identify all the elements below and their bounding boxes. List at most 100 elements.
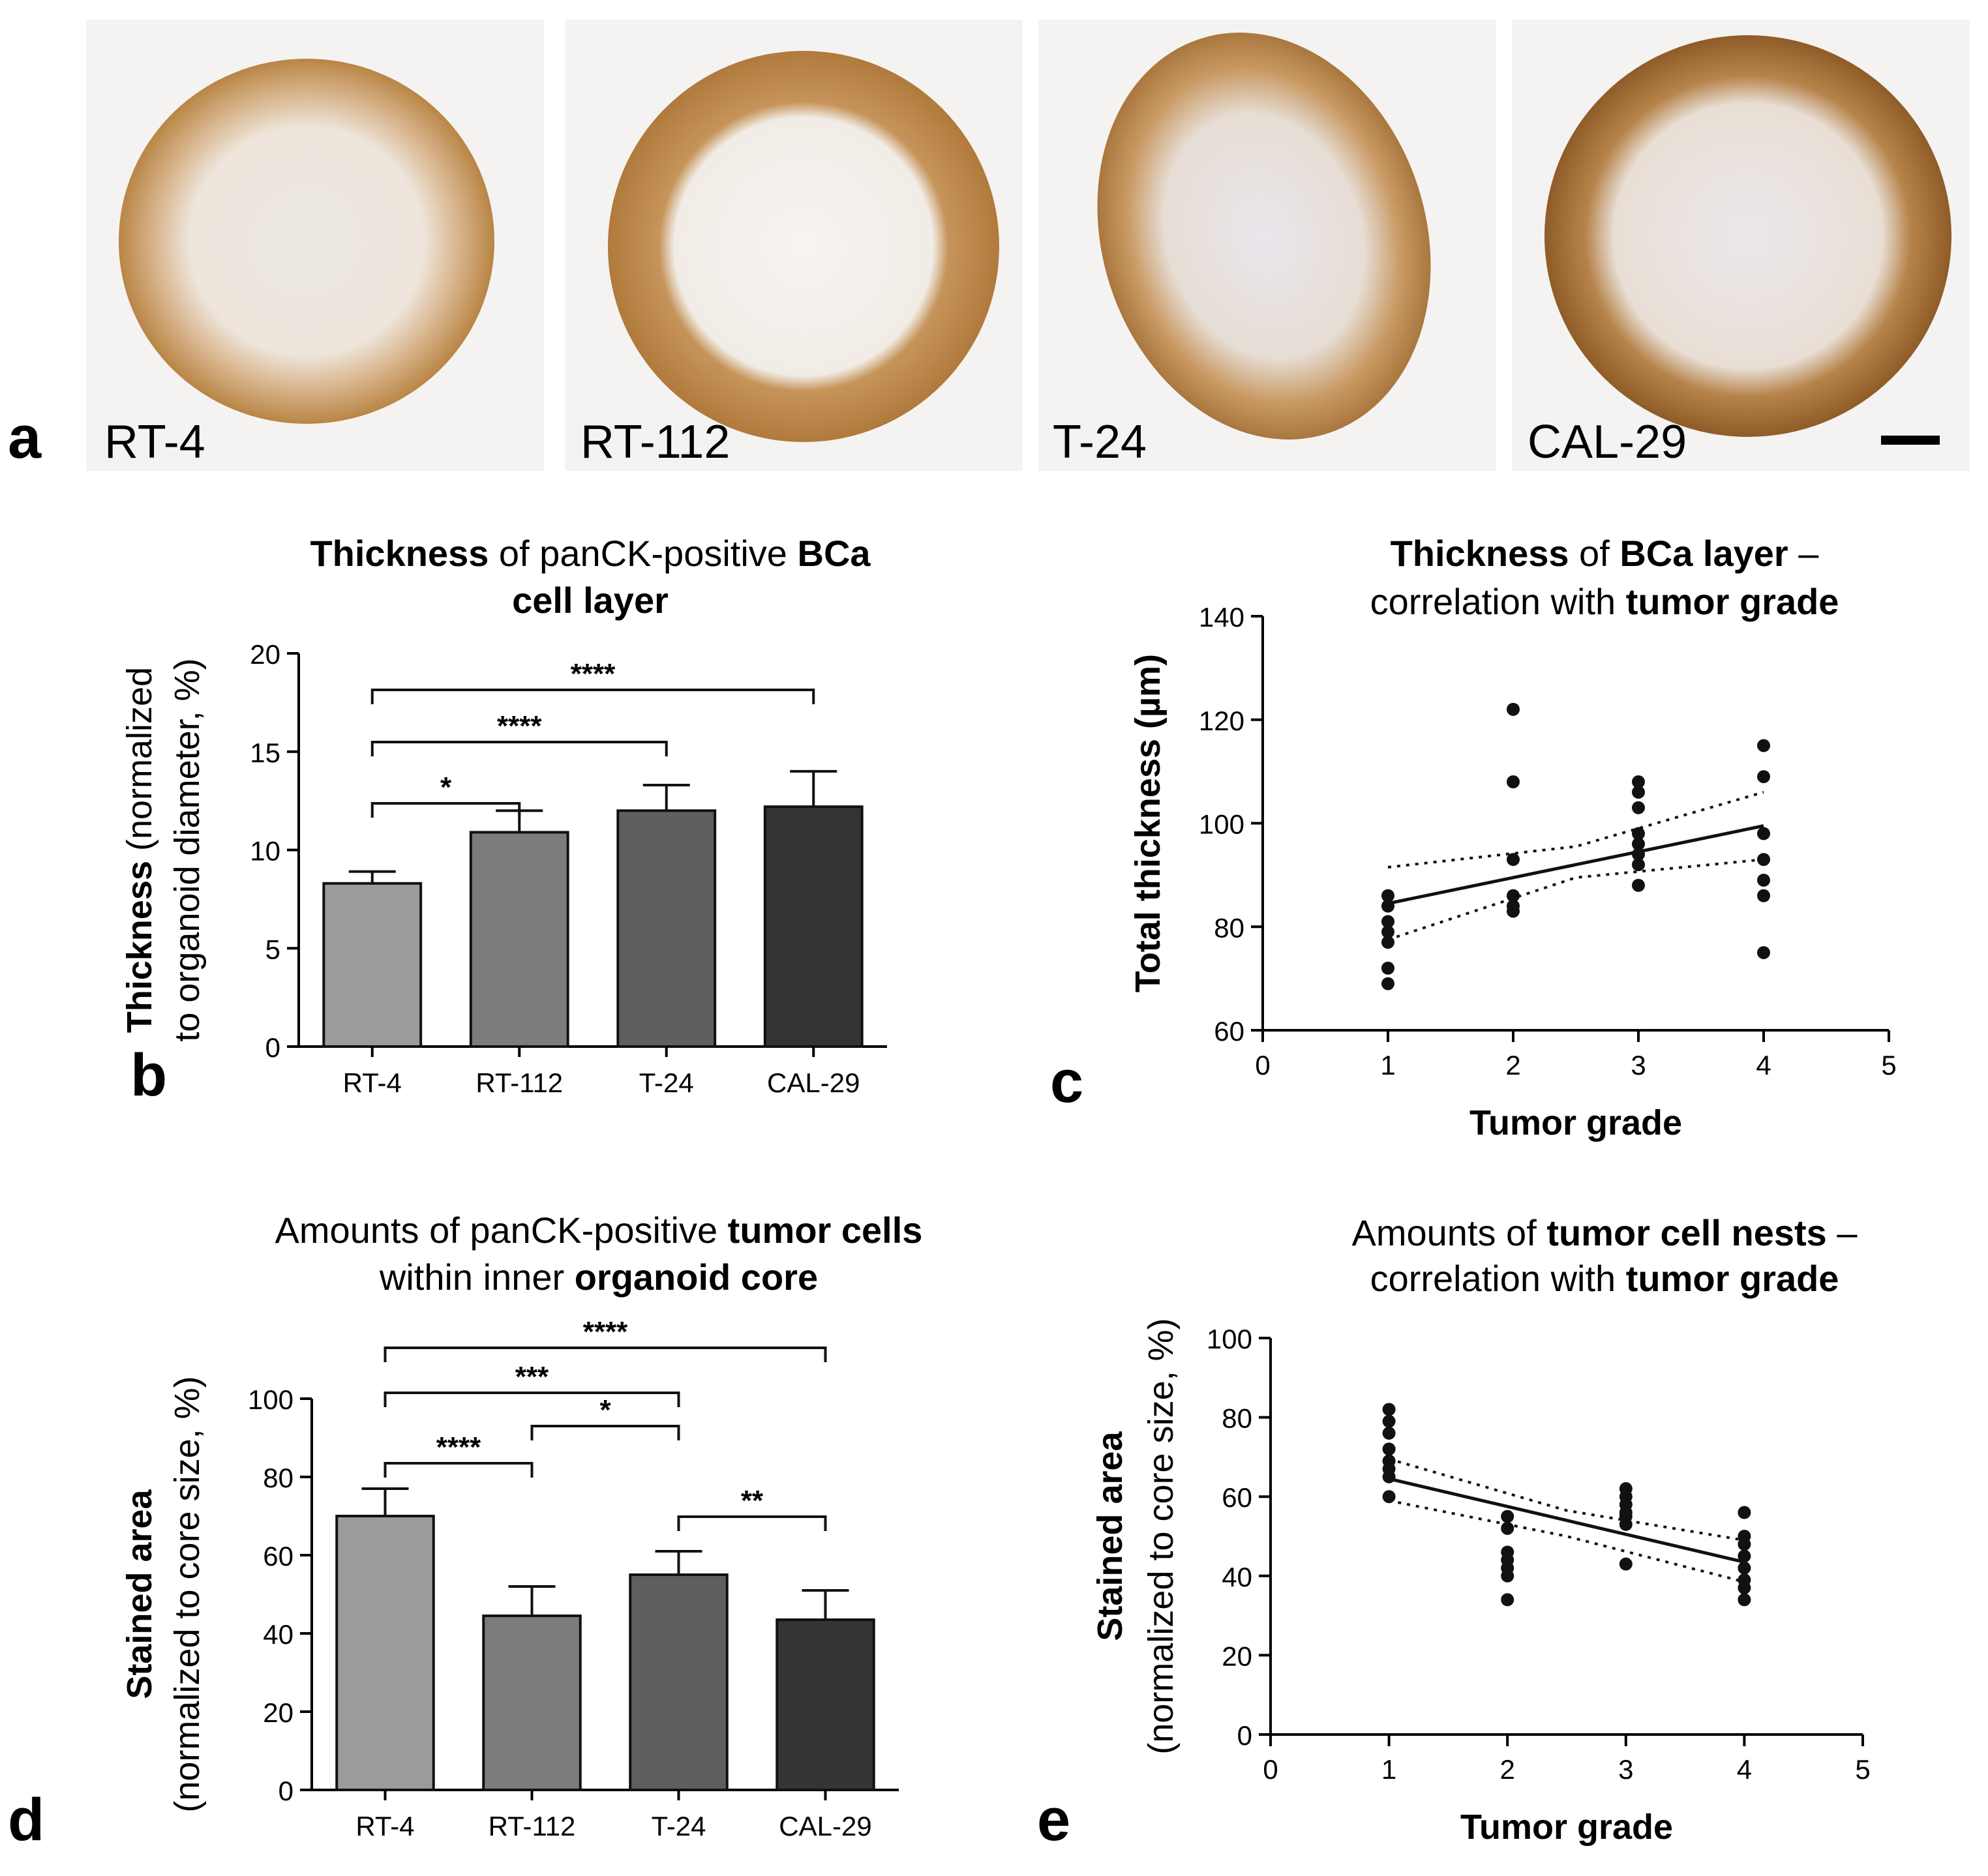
significance-bracket — [530, 1425, 680, 1440]
data-point — [1381, 925, 1394, 939]
data-point — [1738, 1561, 1751, 1575]
y-tick-label: 40 — [1222, 1562, 1252, 1592]
y-axis-label: Thickness (normalized — [120, 667, 159, 1033]
panel-label-a: a — [8, 404, 42, 471]
significance-bracket — [677, 1515, 827, 1531]
y-axis-label: Stained area — [1091, 1431, 1130, 1641]
data-point — [1757, 770, 1770, 784]
significance-label: **** — [583, 1316, 628, 1348]
bar — [469, 831, 569, 1048]
data-point — [1738, 1593, 1751, 1607]
y-tick-label: 10 — [250, 836, 280, 867]
y-tick-label: 20 — [250, 639, 280, 670]
bar — [629, 1573, 729, 1791]
data-point — [1381, 936, 1394, 949]
micrograph-rt112: RT-112 — [565, 20, 1023, 471]
regression-line — [1387, 824, 1764, 905]
data-point — [1757, 873, 1770, 887]
x-tick-label: RT-4 — [355, 1811, 414, 1841]
y-tick-label: 100 — [1207, 1324, 1252, 1354]
chart-b: b Thickness of panCK-positive BCa cell la… — [120, 533, 887, 1109]
y-tick-label: 80 — [263, 1463, 294, 1493]
data-point — [1382, 1442, 1396, 1456]
micrograph-t24: T-24 — [1038, 20, 1496, 471]
data-point — [1738, 1506, 1751, 1519]
significance-label: * — [599, 1394, 611, 1426]
significance-bracket — [384, 1392, 680, 1407]
data-point — [1382, 1490, 1396, 1504]
y-tick-label: 15 — [250, 737, 280, 768]
y-tick-label: 0 — [265, 1032, 280, 1063]
bar — [776, 1618, 875, 1791]
data-point — [1632, 801, 1645, 814]
data-point — [1507, 775, 1520, 788]
data-point — [1757, 945, 1770, 959]
bar — [322, 882, 423, 1048]
data-point — [1757, 827, 1770, 841]
data-point — [1507, 889, 1520, 902]
x-tick-label: 0 — [1263, 1754, 1278, 1785]
data-point — [1738, 1581, 1751, 1595]
x-tick-label: CAL-29 — [779, 1811, 871, 1841]
organoid-picture — [1544, 35, 1951, 437]
chart-title: Thickness of BCa layer – — [1391, 533, 1820, 574]
data-point — [1382, 1470, 1396, 1483]
y-tick-label: 40 — [263, 1619, 294, 1650]
data-point — [1382, 1414, 1396, 1428]
confidence-band-upper — [1389, 1457, 1745, 1542]
data-point — [1507, 853, 1520, 867]
panel-label-e: e — [1037, 1787, 1070, 1853]
y-tick-label: 0 — [279, 1776, 294, 1806]
significance-bracket — [384, 1347, 827, 1362]
data-point — [1382, 1403, 1396, 1416]
data-point — [1501, 1569, 1514, 1583]
significance-label: *** — [515, 1361, 549, 1393]
data-point — [1381, 961, 1394, 975]
data-point — [1381, 899, 1394, 913]
significance-label: **** — [436, 1431, 481, 1463]
data-point — [1501, 1593, 1514, 1607]
x-tick-label: RT-112 — [475, 1067, 563, 1098]
y-tick-label: 60 — [263, 1541, 294, 1571]
x-tick-label: 1 — [1380, 1050, 1395, 1080]
panel-label-b: b — [130, 1042, 167, 1109]
bar — [763, 805, 864, 1049]
data-point — [1757, 739, 1770, 752]
micrograph-rt4: RT-4 — [86, 20, 544, 471]
confidence-band-lower — [1387, 858, 1764, 941]
chart-title: cell layer — [512, 580, 669, 621]
x-tick-label: CAL-29 — [767, 1067, 860, 1098]
x-tick-label: 0 — [1255, 1050, 1270, 1080]
chart-title: Amounts of panCK-positive tumor cells — [275, 1210, 923, 1251]
bar — [482, 1615, 582, 1791]
chart-title: within inner organoid core — [379, 1257, 818, 1298]
x-tick-label: 5 — [1855, 1754, 1870, 1785]
chart-title: Amounts of tumor cell nests – — [1352, 1212, 1858, 1253]
chart-d: d Amounts of panCK-positive tumor cells w… — [8, 1210, 922, 1853]
y-tick-label: 80 — [1214, 912, 1244, 943]
data-point — [1381, 889, 1394, 902]
data-point — [1501, 1510, 1514, 1523]
x-tick-label: 4 — [1756, 1050, 1771, 1080]
x-tick-label: 1 — [1381, 1754, 1396, 1785]
micrograph-label: RT-4 — [104, 416, 205, 468]
data-point — [1632, 775, 1645, 788]
y-tick-label: 20 — [1222, 1641, 1252, 1671]
significance-bracket — [370, 741, 668, 756]
bar — [335, 1515, 435, 1791]
x-tick-label: 2 — [1505, 1050, 1520, 1080]
data-point — [1632, 785, 1645, 799]
data-point — [1738, 1549, 1751, 1563]
significance-label: **** — [571, 658, 616, 690]
x-tick-label: RT-4 — [343, 1067, 402, 1098]
data-point — [1507, 904, 1520, 918]
x-tick-label: T-24 — [651, 1811, 706, 1841]
data-point — [1632, 837, 1645, 851]
confidence-band-lower — [1389, 1499, 1745, 1583]
significance-label: ** — [741, 1485, 764, 1517]
bar — [616, 809, 717, 1048]
y-axis-label: to organoid diameter, %) — [168, 658, 207, 1041]
scale-bar — [1881, 436, 1940, 445]
y-tick-label: 100 — [1199, 809, 1244, 840]
